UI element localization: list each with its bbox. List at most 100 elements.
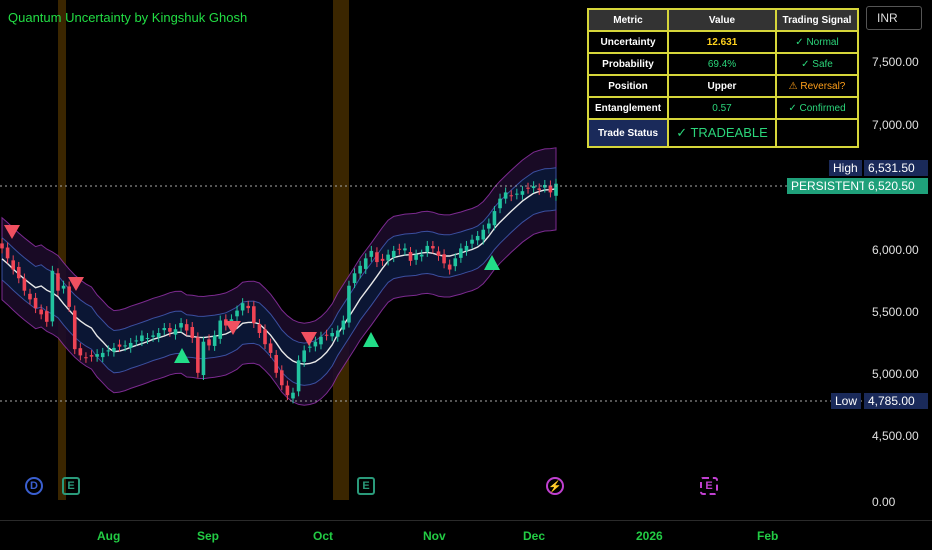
- candle-body: [78, 348, 83, 356]
- candle-body: [145, 337, 150, 339]
- high-label-tag: High: [829, 160, 862, 176]
- candle-body: [84, 357, 88, 359]
- earnings-event-icon[interactable]: E: [357, 477, 375, 495]
- candle-body: [520, 191, 525, 195]
- candle-body: [201, 341, 206, 376]
- metrics-table: Metric Value Trading Signal Uncertainty …: [587, 8, 859, 148]
- time-label: Feb: [757, 529, 779, 543]
- candle-body: [184, 324, 189, 331]
- chart-area[interactable]: Quantum Uncertainty by Kingshuk Ghosh Me…: [0, 0, 862, 520]
- sell-signal-marker: [68, 277, 84, 291]
- price-axis[interactable]: INR: [862, 0, 932, 520]
- candle-body: [28, 293, 32, 300]
- row-entanglement-value: 0.57: [667, 96, 777, 120]
- candle-body: [375, 252, 379, 263]
- candle-body: [162, 328, 167, 331]
- candle-body: [341, 320, 346, 330]
- trade-status-value: ✓ TRADEABLE: [667, 118, 777, 148]
- candle-body: [11, 260, 15, 270]
- upcoming-earnings-icon[interactable]: E: [700, 477, 718, 495]
- candle-body: [419, 254, 424, 257]
- price-tick: 7,000.00: [872, 118, 919, 132]
- candle-body: [196, 337, 200, 373]
- candle-body: [22, 278, 27, 291]
- candle-body: [319, 336, 323, 345]
- candle-body: [117, 344, 122, 347]
- candle-body: [240, 303, 245, 311]
- sell-signal-marker: [301, 332, 317, 346]
- row-entanglement-signal: ✓ Confirmed: [775, 96, 859, 120]
- low-value-tag: 4,785.00: [864, 393, 928, 409]
- candle-body: [291, 392, 295, 399]
- candle-body: [330, 332, 334, 337]
- candle-body: [296, 360, 301, 392]
- candle-body: [442, 254, 446, 264]
- candle-body: [279, 370, 284, 386]
- row-position-value: Upper: [667, 74, 777, 98]
- candle-body: [140, 335, 144, 342]
- candle-body: [134, 340, 139, 342]
- candle-body: [302, 350, 306, 362]
- candle-body: [531, 186, 536, 189]
- candle-body: [274, 355, 279, 373]
- time-label: Oct: [313, 529, 334, 543]
- sell-signal-marker: [4, 225, 20, 239]
- row-uncertainty-value: 12.631: [667, 30, 777, 54]
- price-tick: 6,000.00: [872, 243, 919, 257]
- candle-body: [431, 246, 435, 249]
- candle-body: [335, 330, 340, 337]
- row-probability-metric: Probability: [587, 52, 669, 76]
- candle-body: [403, 248, 407, 251]
- candle-body: [363, 258, 368, 269]
- candle-body: [352, 273, 357, 284]
- currency-selector[interactable]: INR: [866, 6, 922, 30]
- candle-body: [100, 352, 105, 358]
- candle-body: [212, 335, 217, 346]
- row-position-metric: Position: [587, 74, 669, 98]
- price-tick: 4,500.00: [872, 429, 919, 443]
- candle-body: [475, 235, 480, 241]
- candle-body: [268, 343, 273, 353]
- candle-body: [207, 339, 211, 346]
- candle-body: [106, 350, 111, 352]
- price-chart[interactable]: [0, 0, 862, 520]
- price-tick: 5,000.00: [872, 367, 919, 381]
- candle-body: [285, 385, 290, 396]
- row-position-signal: ⚠ Reversal?: [775, 74, 859, 98]
- dividend-event-icon[interactable]: D: [25, 477, 43, 495]
- time-label: Nov: [423, 529, 446, 543]
- candle-body: [526, 187, 530, 189]
- candle-body: [481, 229, 486, 240]
- candle-body: [554, 183, 558, 196]
- row-uncertainty-signal: ✓ Normal: [775, 30, 859, 54]
- candle-body: [89, 355, 94, 357]
- buy-signal-marker: [484, 255, 500, 270]
- high-value-tag: 6,531.50: [864, 160, 928, 176]
- candle-body: [509, 195, 514, 197]
- candle-body: [16, 266, 21, 279]
- candle-body: [492, 211, 497, 226]
- candle-body: [151, 335, 155, 337]
- candle-body: [257, 324, 262, 333]
- row-entanglement-metric: Entanglement: [587, 96, 669, 120]
- candle-body: [369, 250, 374, 257]
- candle-body: [397, 248, 402, 250]
- candle-body: [470, 239, 474, 244]
- candle-body: [503, 192, 508, 199]
- persistent-tag: PERSISTENT: [787, 178, 871, 194]
- candle-body: [324, 334, 329, 336]
- buy-signal-marker: [174, 348, 190, 363]
- candle-body: [347, 285, 351, 323]
- earnings-event-icon[interactable]: E: [62, 477, 80, 495]
- highlight-column: [58, 0, 66, 500]
- candle-body: [72, 310, 77, 350]
- candle-body: [0, 243, 4, 249]
- time-label: Sep: [197, 529, 220, 543]
- candle-body: [235, 310, 239, 317]
- split-event-icon[interactable]: ⚡: [546, 477, 564, 495]
- highlight-column: [333, 0, 349, 500]
- candle-body: [39, 309, 43, 315]
- time-axis[interactable]: Aug Sep Oct Nov Dec 2026 Feb: [0, 520, 932, 550]
- candle-body: [447, 264, 452, 270]
- time-label: 2026: [636, 529, 663, 543]
